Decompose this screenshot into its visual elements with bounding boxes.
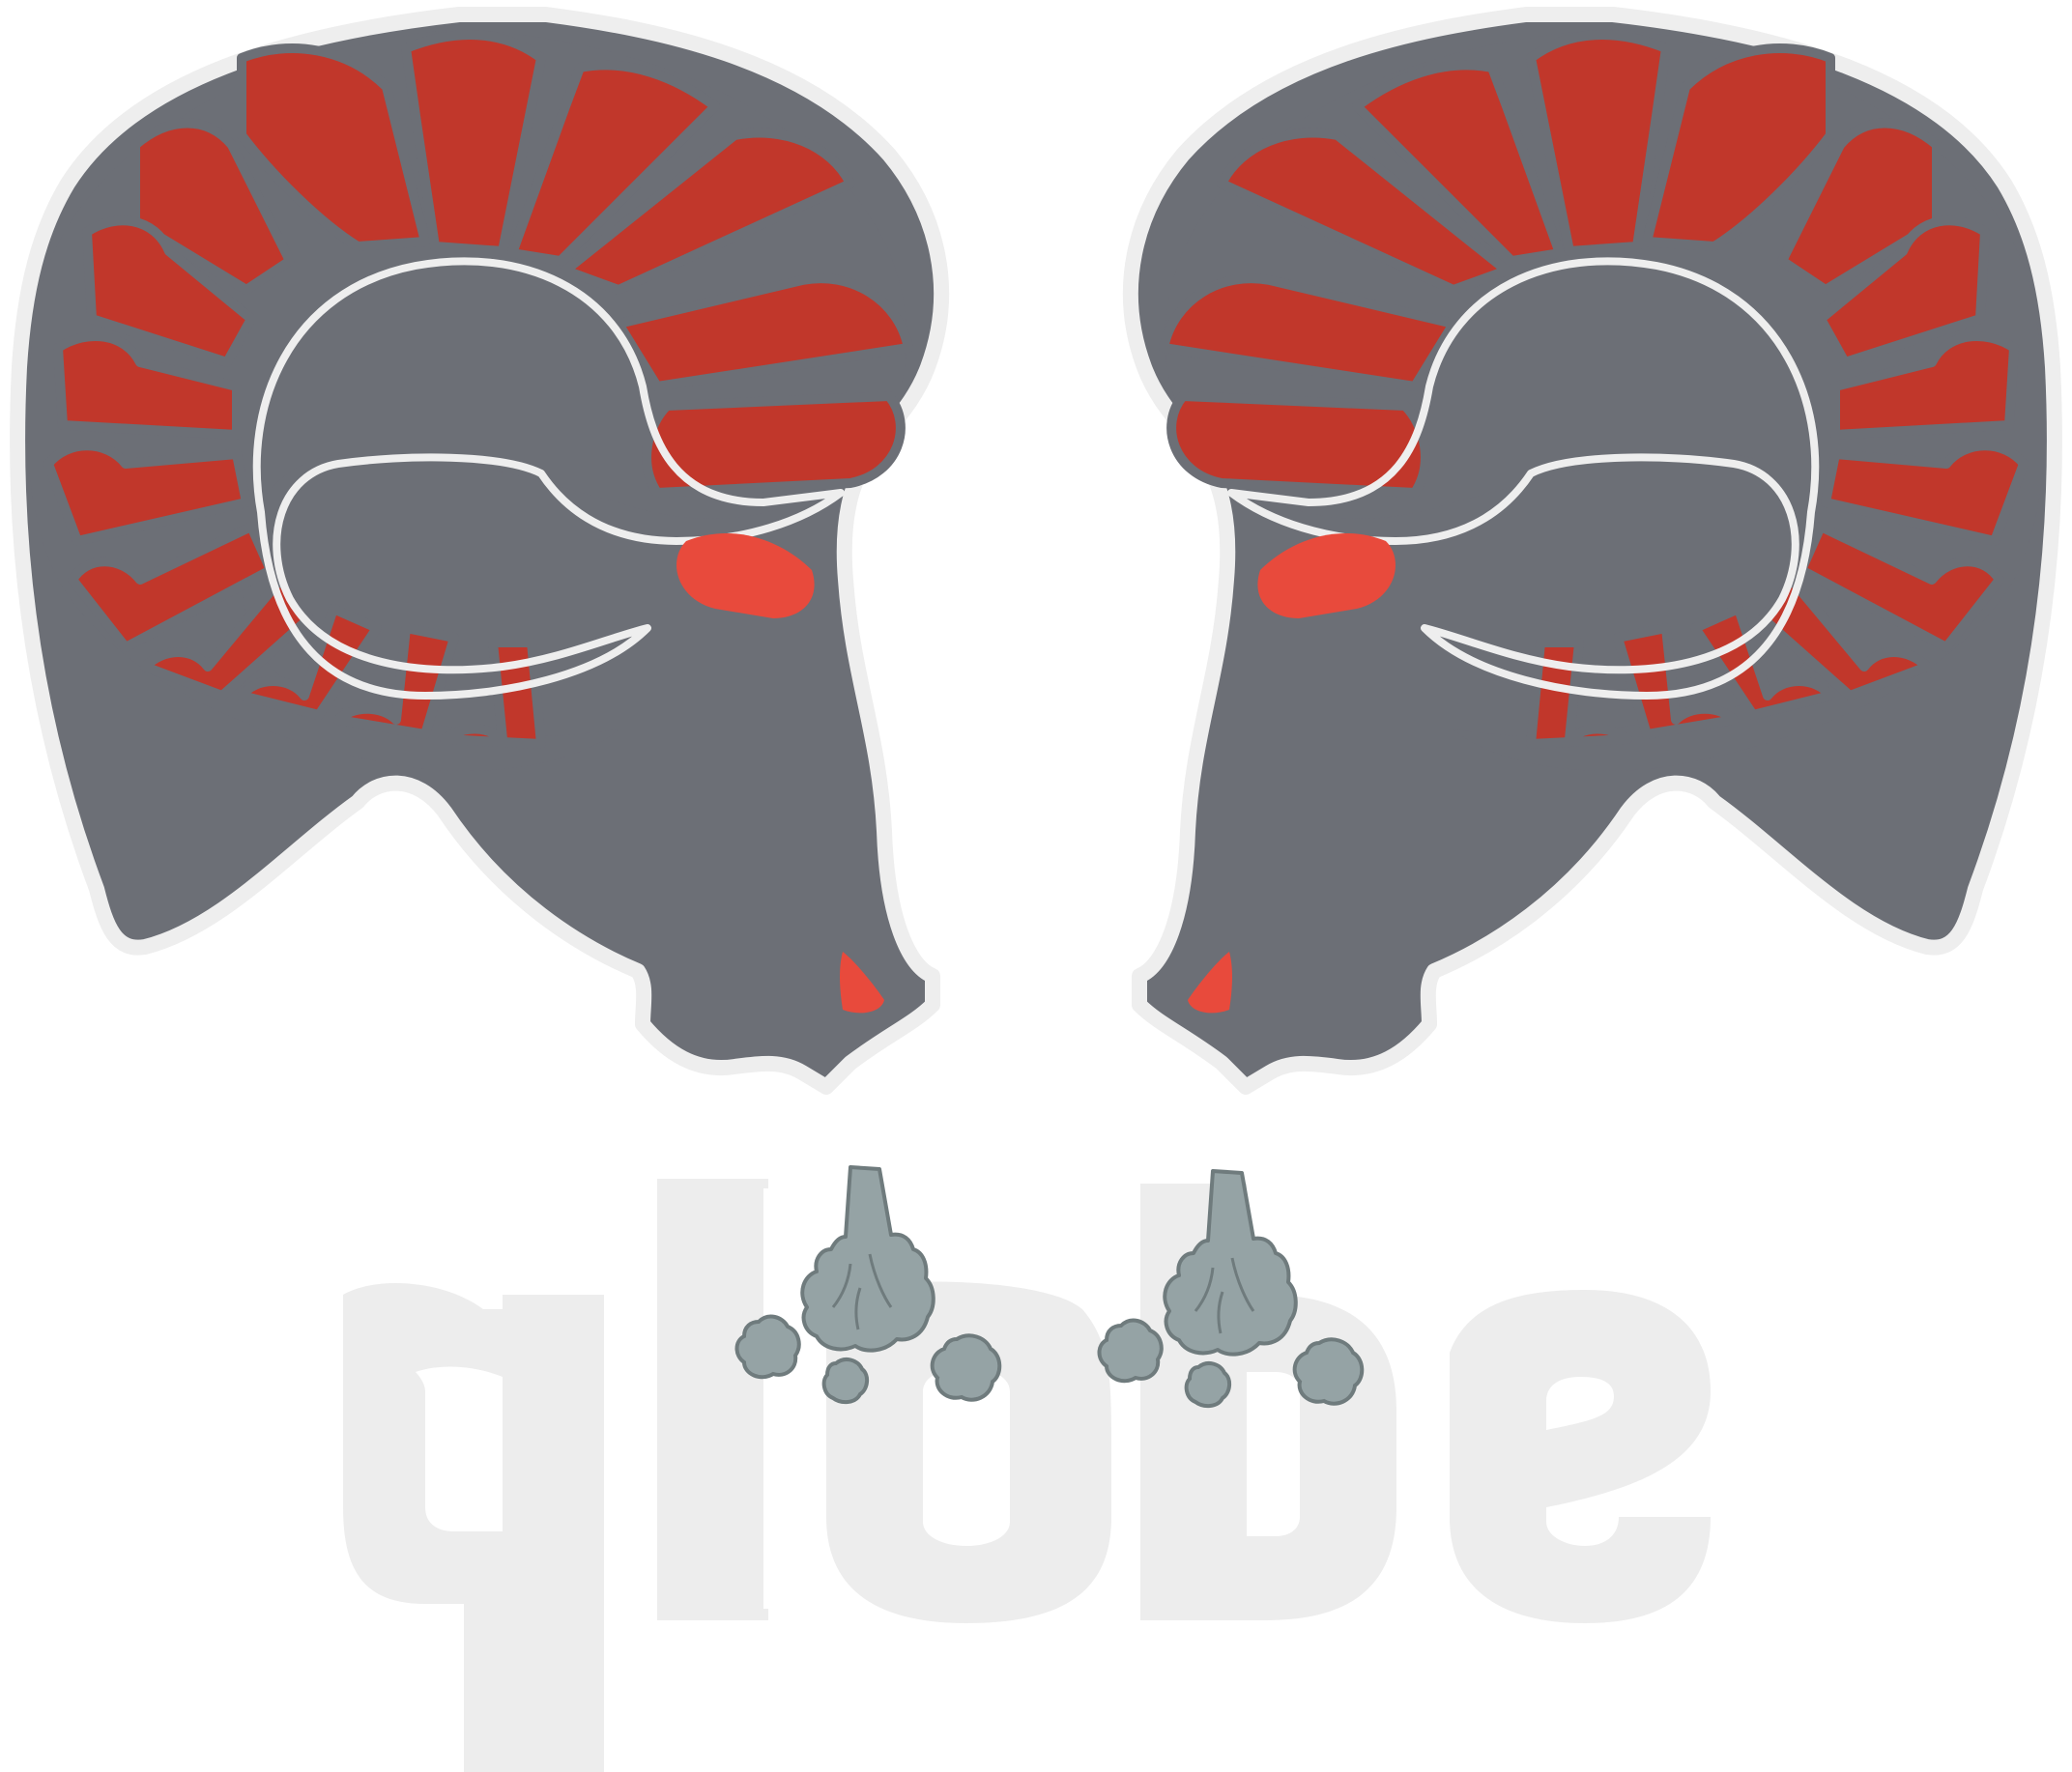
- letter-l: [657, 1184, 763, 1618]
- letter-q: [343, 1283, 604, 1772]
- letter-o: [826, 1281, 1111, 1623]
- ram-head-right-icon: [1131, 14, 2055, 1087]
- wordmark: [343, 1179, 1711, 1772]
- letter-e: [1450, 1290, 1711, 1623]
- ram-head-left-icon: [17, 14, 941, 1087]
